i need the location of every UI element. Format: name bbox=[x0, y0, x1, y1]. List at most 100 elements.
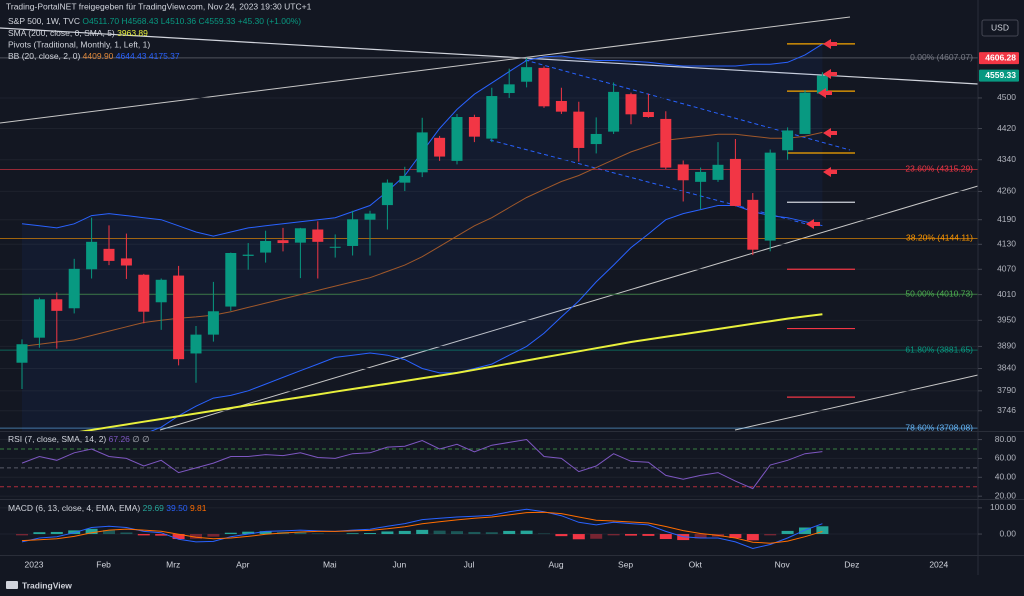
band-fill bbox=[22, 44, 823, 431]
candle-body bbox=[695, 171, 707, 182]
macd-legend: MACD (6, 13, close, 4, EMA, EMA) 29.69 3… bbox=[8, 503, 207, 513]
histogram-bar bbox=[103, 530, 115, 535]
x-tick-label: Mai bbox=[323, 559, 337, 569]
price-mark bbox=[979, 52, 1019, 65]
price-mark bbox=[979, 69, 1019, 82]
currency[interactable]: USD bbox=[991, 22, 1009, 32]
arrow bbox=[806, 219, 820, 229]
histogram-bar bbox=[555, 534, 568, 537]
rsi-line bbox=[21, 438, 823, 490]
x-tick-label: 2024 bbox=[929, 559, 948, 569]
arrow bbox=[818, 88, 832, 98]
currency-button[interactable] bbox=[981, 19, 1019, 37]
histogram-bar bbox=[572, 534, 585, 540]
x-tick-label: Okt bbox=[689, 559, 703, 569]
y-tick-label: 40.00 bbox=[995, 472, 1017, 482]
indicator-value: 39.50 bbox=[166, 503, 188, 513]
legend: S&P 500, 1W, TVC O4511.70 H4568.43 L4510… bbox=[8, 16, 301, 61]
candle-body bbox=[625, 94, 637, 115]
change: +45.30 (+1.00%) bbox=[238, 16, 301, 26]
fib-label: 38.20% (4144.11) bbox=[906, 233, 973, 243]
candle-body bbox=[225, 252, 237, 307]
histogram-bar bbox=[311, 533, 324, 535]
indicator-value: 4175.37 bbox=[149, 51, 180, 61]
histogram-bar bbox=[120, 532, 133, 535]
candle-body bbox=[782, 130, 794, 151]
candle-body bbox=[155, 279, 167, 303]
candle-body bbox=[573, 111, 585, 148]
ohlc-value: L4510.36 bbox=[161, 16, 197, 26]
histogram-bar bbox=[538, 533, 550, 535]
trend-line bbox=[734, 374, 978, 431]
indicator-value: 9.81 bbox=[190, 503, 207, 513]
indicator-line bbox=[21, 131, 823, 347]
indicator-name: Pivots (Traditional, Monthly, 1, Left, 1… bbox=[8, 40, 150, 50]
histogram-bar bbox=[364, 533, 376, 535]
x-tick-label: Nov bbox=[775, 559, 791, 569]
fib-label: 78.60% (3708.08) bbox=[905, 422, 973, 432]
candle-body bbox=[486, 96, 498, 139]
x-tick-label: Apr bbox=[236, 559, 249, 569]
price-mark-label: 4606.28 bbox=[985, 52, 1016, 62]
y-tick-label: 4130 bbox=[997, 239, 1016, 249]
indicator-line bbox=[150, 205, 823, 431]
indicator-name: MACD (6, 13, close, 4, EMA, EMA) bbox=[8, 503, 140, 513]
candle-body bbox=[816, 75, 828, 94]
y-tick-label: 20.00 bbox=[995, 490, 1017, 500]
x-tick-label: Aug bbox=[548, 559, 563, 569]
candle-body bbox=[120, 258, 132, 266]
histogram-bar bbox=[520, 530, 533, 535]
arrow bbox=[823, 128, 837, 138]
symbol: S&P 500, 1W, TVC bbox=[8, 16, 80, 26]
y-tick-label: 4070 bbox=[997, 264, 1016, 274]
macd-pane bbox=[0, 507, 978, 550]
y-tick-label: 100.00 bbox=[990, 502, 1016, 512]
logo: TradingView bbox=[6, 580, 72, 590]
indicator-value: 3963.89 bbox=[117, 28, 148, 38]
candle-body bbox=[799, 92, 811, 134]
y-tick-label: 3950 bbox=[997, 315, 1016, 325]
histogram-bar bbox=[433, 530, 446, 535]
y-tick-label: 4260 bbox=[997, 186, 1016, 196]
histogram-bar bbox=[503, 530, 516, 535]
alert-arrows bbox=[806, 39, 837, 229]
histogram-bar bbox=[137, 534, 150, 536]
histogram-bar bbox=[416, 529, 429, 535]
candle-body bbox=[538, 67, 550, 107]
candle-body bbox=[33, 299, 45, 338]
ohlc-value: O4511.70 bbox=[82, 16, 119, 26]
histogram-bar bbox=[642, 534, 655, 536]
candle-body bbox=[190, 334, 202, 354]
x-tick-label: Mrz bbox=[166, 559, 180, 569]
rsi-pane bbox=[0, 438, 978, 497]
histogram-bar bbox=[468, 531, 481, 535]
candle-body bbox=[747, 199, 759, 250]
candle-body bbox=[590, 133, 602, 145]
x-tick-label: Feb bbox=[96, 559, 111, 569]
macd-line bbox=[21, 508, 823, 550]
y-tick-label: 4500 bbox=[997, 92, 1016, 102]
fib-label: 61.80% (3881.65) bbox=[905, 344, 973, 354]
candle-body bbox=[207, 311, 219, 335]
y-tick-label: 80.00 bbox=[995, 434, 1017, 444]
candle-body bbox=[277, 240, 289, 244]
arrow bbox=[823, 167, 837, 177]
signal-line bbox=[21, 511, 823, 544]
fib-label: 50.00% (4010.73) bbox=[905, 289, 973, 299]
ohlc-value: C4559.33 bbox=[199, 16, 236, 26]
trend-line bbox=[0, 27, 978, 85]
x-tick-label: Jul bbox=[464, 559, 475, 569]
logo-text: TradingView bbox=[22, 580, 72, 590]
indicator-status: ∅ bbox=[142, 434, 150, 444]
y-tick-label: 4190 bbox=[997, 214, 1016, 224]
y-tick-label: 3746 bbox=[997, 405, 1016, 415]
histogram-bar bbox=[625, 534, 637, 536]
candle-body bbox=[68, 268, 80, 309]
candle-body bbox=[660, 118, 672, 168]
indicator-value: 4409.90 bbox=[83, 51, 114, 61]
histogram-bar bbox=[694, 534, 707, 539]
ohlc-value: H4568.43 bbox=[121, 16, 158, 26]
histogram-bar bbox=[729, 534, 742, 538]
indicator-name: BB (20, close, 2, 0) bbox=[8, 51, 80, 61]
